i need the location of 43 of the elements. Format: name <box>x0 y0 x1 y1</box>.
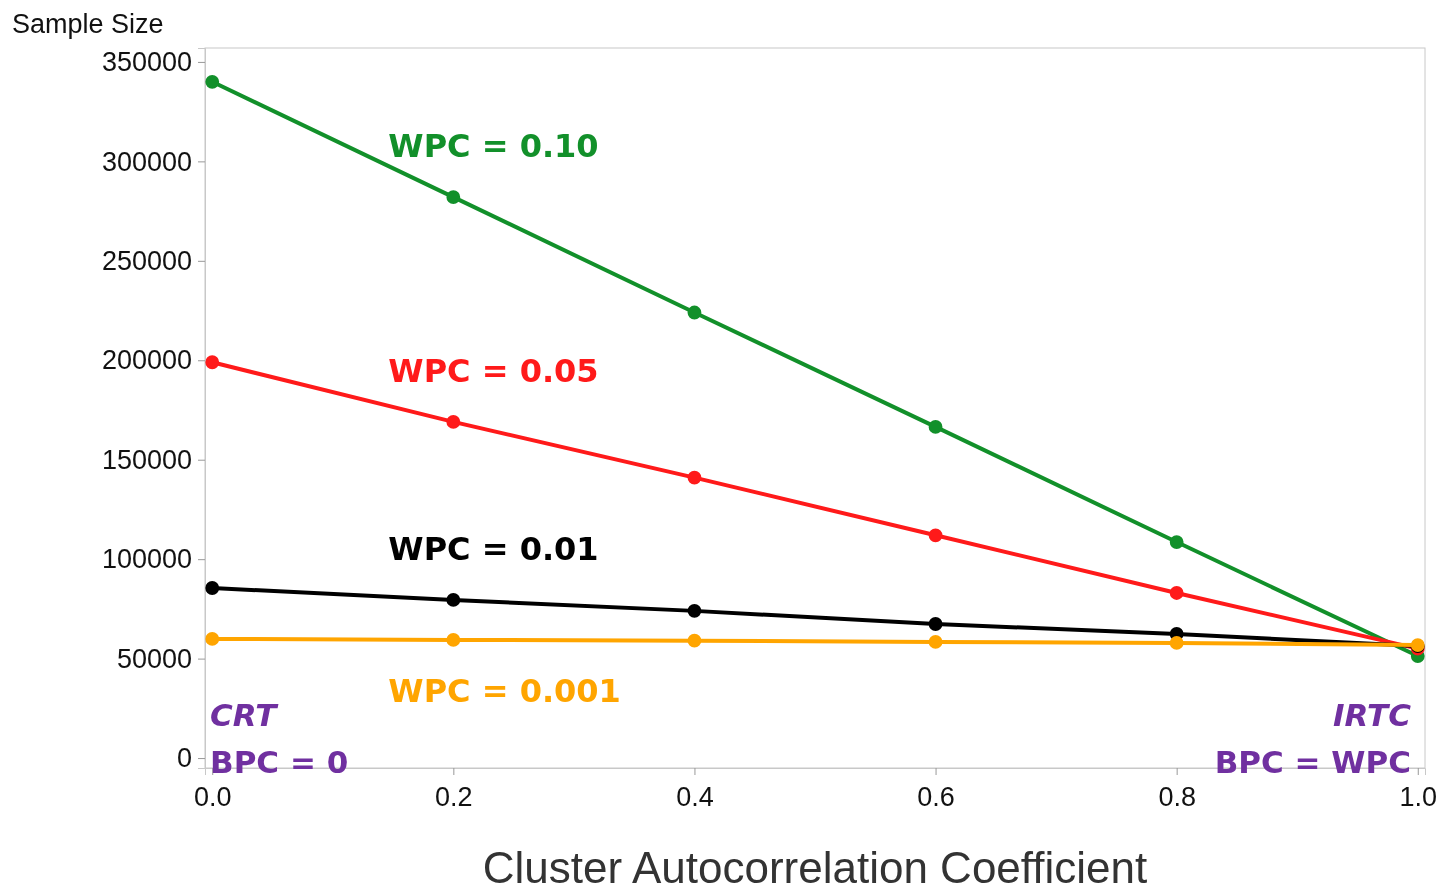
point <box>687 633 702 648</box>
x-tick-label: 1.0 <box>1399 782 1438 813</box>
annotation: BPC = WPC <box>1214 744 1411 780</box>
x-tick-label: 0.2 <box>435 782 473 813</box>
y-tick-label: 100000 <box>101 544 192 575</box>
x-axis-title: Cluster Autocorrelation Coefficient <box>482 843 1148 892</box>
point <box>1169 535 1184 549</box>
y-tick-label: 150000 <box>101 444 192 475</box>
point <box>446 633 461 647</box>
point <box>446 415 461 429</box>
point <box>446 593 461 607</box>
x-tick-label: 0.0 <box>193 782 232 813</box>
series-label: WPC = 0.10 <box>388 127 599 166</box>
x-tick-label: 0.4 <box>676 782 714 813</box>
x-tick-label: 0.6 <box>917 782 955 813</box>
annotation: CRT <box>210 697 280 733</box>
y-tick-label: 0 <box>176 743 192 774</box>
y-tick-label: 50000 <box>116 643 192 674</box>
point <box>446 190 461 205</box>
point <box>928 528 943 543</box>
point <box>205 355 220 370</box>
point <box>205 74 220 89</box>
point <box>205 632 220 646</box>
point <box>928 635 943 649</box>
y-tick-label: 300000 <box>101 146 192 177</box>
y-axis-title: Sample Size <box>12 9 164 39</box>
y-tick-label: 200000 <box>101 345 192 376</box>
series-label: WPC = 0.01 <box>388 529 599 568</box>
y-tick-label: 250000 <box>101 245 192 276</box>
x-tick-label: 0.8 <box>1158 782 1196 813</box>
point <box>1169 586 1184 600</box>
point <box>687 470 702 485</box>
point <box>928 617 943 631</box>
point <box>687 603 702 618</box>
y-tick-label: 350000 <box>101 47 192 78</box>
point <box>928 420 943 434</box>
annotation: IRTC <box>1333 697 1412 733</box>
annotation: BPC = 0 <box>210 744 349 780</box>
series-label: WPC = 0.001 <box>388 671 621 710</box>
point <box>1169 636 1184 650</box>
point <box>205 581 220 595</box>
series-label: WPC = 0.05 <box>388 351 599 390</box>
point <box>687 305 702 320</box>
